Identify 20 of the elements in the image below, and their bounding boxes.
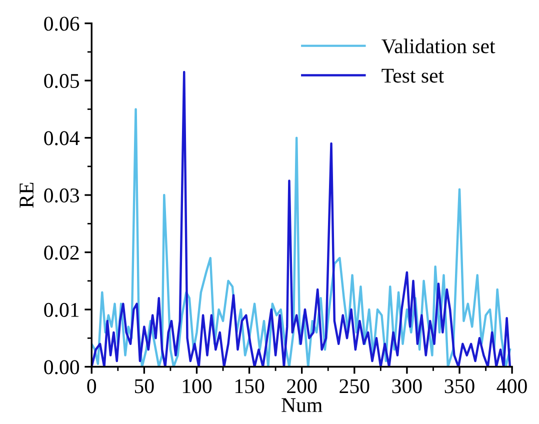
y-tick-label: 0.05 <box>44 74 80 88</box>
x-tick-label: 0 <box>87 379 96 394</box>
y-axis-title: RE <box>20 182 34 208</box>
x-tick-label: 400 <box>496 379 527 394</box>
x-tick-label: 350 <box>444 379 474 394</box>
y-tick-label: 0.04 <box>44 131 80 146</box>
x-tick-label: 100 <box>182 379 212 394</box>
x-tick-label: 150 <box>235 379 264 394</box>
x-tick-label: 250 <box>340 379 370 394</box>
x-tick-label: 50 <box>134 379 154 394</box>
x-tick-label: 200 <box>287 379 317 394</box>
legend-label: Validation set <box>382 38 496 54</box>
x-tick-label: 300 <box>392 379 422 394</box>
y-tick-label: 0.06 <box>44 16 80 31</box>
y-tick-label: 0.01 <box>44 302 79 318</box>
x-axis-title: Num <box>282 398 322 412</box>
y-tick-label: 0.03 <box>44 188 80 203</box>
y-tick-label: 0.00 <box>44 360 80 374</box>
y-tick-label: 0.02 <box>44 246 79 260</box>
legend-label: Test set <box>382 68 444 83</box>
